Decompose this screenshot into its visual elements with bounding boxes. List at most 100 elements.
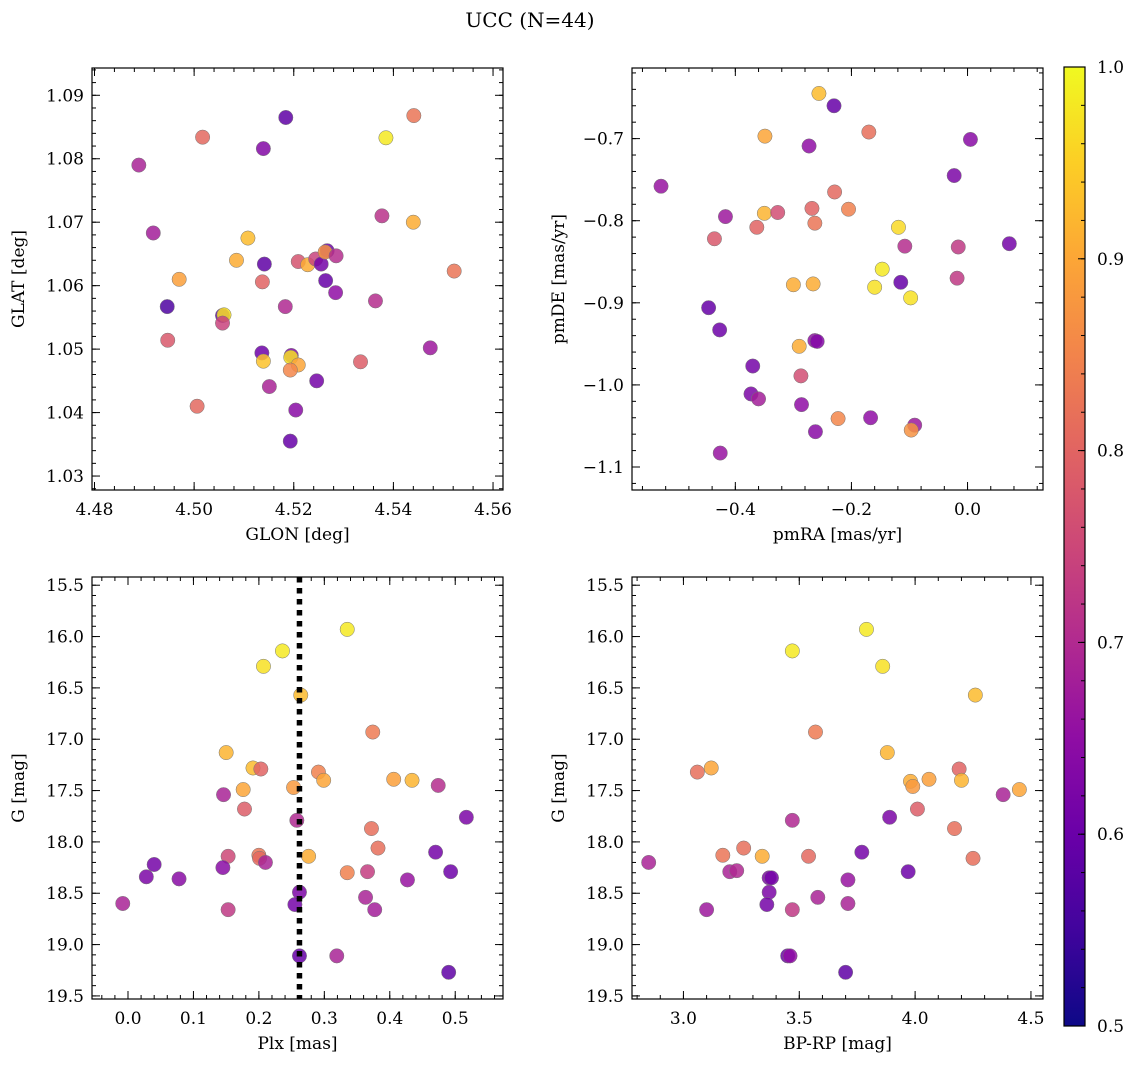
data-point (378, 130, 394, 146)
data-point (785, 277, 801, 293)
data-point (893, 274, 909, 290)
data-point (145, 225, 161, 241)
y-tick-label: 16.5 (586, 679, 624, 699)
data-point (360, 864, 375, 880)
x-tick-label: 0.3 (311, 1009, 338, 1029)
figure-title: UCC (N=44) (465, 8, 594, 32)
data-point (422, 340, 438, 356)
axis-ticks: −0.4 −0.2 0.0 −1.1 −1.0 −0.9 −0.8 −0.7 (583, 68, 1043, 520)
axes-frame (91, 67, 504, 491)
colorbar-tick-label: 0.8 (1097, 442, 1124, 462)
data-point (368, 293, 383, 309)
data-point (761, 884, 777, 900)
data-point (784, 812, 800, 828)
y-axis-label: GLAT [deg] (9, 230, 29, 328)
data-point (909, 801, 925, 817)
data-point (430, 777, 446, 793)
data-point (736, 840, 752, 856)
data-point (215, 315, 230, 331)
data-point (801, 138, 817, 154)
data-point (782, 948, 798, 964)
data-point (159, 299, 175, 315)
colorbar-tick-label: 0.6 (1097, 825, 1124, 845)
y-tick-label: 1.05 (46, 340, 84, 360)
y-tick-label: 1.07 (46, 213, 84, 233)
data-point (874, 261, 890, 277)
data-point (406, 108, 422, 124)
data-point (715, 847, 731, 863)
y-tick-label: 18.0 (586, 833, 624, 853)
data-point (794, 397, 809, 413)
data-point (756, 205, 772, 221)
data-point (318, 273, 334, 289)
y-tick-label: −0.7 (583, 130, 624, 150)
colorbar-gradient (1064, 67, 1085, 1026)
x-tick-label: 0.4 (376, 1009, 403, 1029)
x-tick-label: −0.2 (831, 500, 872, 520)
colorbar-tick-label: 0.9 (1097, 250, 1124, 270)
colorbar-tick-label: 0.7 (1097, 633, 1124, 653)
axis-ticks: 0.0 0.1 0.2 0.3 0.4 0.5 15.5 16.0 16.5 17.0 17.5 18… (46, 576, 503, 1029)
data-point (809, 333, 825, 349)
data-point (962, 131, 978, 147)
x-tick-label: 4.0 (902, 1009, 929, 1029)
y-tick-label: 1.08 (46, 150, 84, 170)
data-point (764, 870, 779, 886)
data-point (689, 764, 705, 780)
y-tick-label: 17.5 (586, 782, 624, 802)
data-point (879, 745, 895, 761)
y-tick-label: −0.9 (583, 294, 624, 314)
data-point (953, 772, 969, 788)
data-point (891, 219, 906, 235)
x-tick-label: 0.5 (442, 1009, 469, 1029)
data-point (328, 285, 344, 301)
y-tick-label: 17.0 (586, 730, 624, 750)
data-point (253, 761, 269, 777)
data-point (867, 279, 883, 295)
data-point (854, 844, 870, 860)
data-point (441, 964, 457, 980)
y-tick-label: 19.0 (586, 936, 624, 956)
data-point (841, 201, 856, 217)
data-point (701, 300, 717, 316)
data-point (793, 368, 809, 384)
data-point (807, 424, 823, 440)
axis-ticks: 4.48 4.50 4.52 4.54 4.56 1.03 1.04 1.05 1.06 1.07… (46, 68, 512, 520)
x-tick-label: 0.2 (245, 1009, 272, 1029)
y-tick-label: 15.5 (46, 576, 84, 596)
data-point (900, 864, 916, 880)
data-point (443, 864, 459, 880)
data-point (215, 860, 231, 876)
data-point (458, 809, 474, 825)
y-axis-label: G [mag] (549, 753, 569, 822)
data-point (367, 902, 383, 918)
data-point (903, 290, 919, 306)
data-point (897, 238, 913, 254)
data-point (328, 248, 344, 264)
data-point (257, 854, 273, 870)
y-tick-label: 18.0 (46, 833, 84, 853)
data-point (754, 848, 770, 864)
data-point (288, 402, 304, 418)
y-tick-label: 1.09 (46, 86, 84, 106)
axis-ticks: 3.0 3.5 4.0 4.5 15.5 16.0 16.5 17.0 17.5 18.0 18.5… (586, 576, 1044, 1029)
data-point (370, 840, 386, 856)
axes-frame (631, 576, 1044, 1000)
data-point (358, 889, 374, 905)
data-point (784, 643, 800, 659)
x-tick-label: 4.52 (275, 500, 313, 520)
x-tick-label: 0.0 (954, 500, 981, 520)
x-axis-label: GLON [deg] (245, 525, 349, 545)
data-point (759, 897, 775, 912)
data-point (838, 964, 854, 980)
data-point (339, 621, 355, 637)
y-tick-label: 1.04 (46, 404, 84, 424)
y-axis-label: pmDE [mas/yr] (549, 214, 569, 344)
y-tick-label: 1.06 (46, 277, 84, 297)
data-point (171, 871, 187, 887)
data-point (653, 178, 669, 194)
panel-glon_glat: 4.48 4.50 4.52 4.54 4.56 1.03 1.04 1.05 1.06 1.07… (9, 67, 512, 545)
y-tick-label: 1.03 (46, 467, 84, 487)
data-point (840, 896, 856, 911)
data-point (965, 850, 981, 866)
